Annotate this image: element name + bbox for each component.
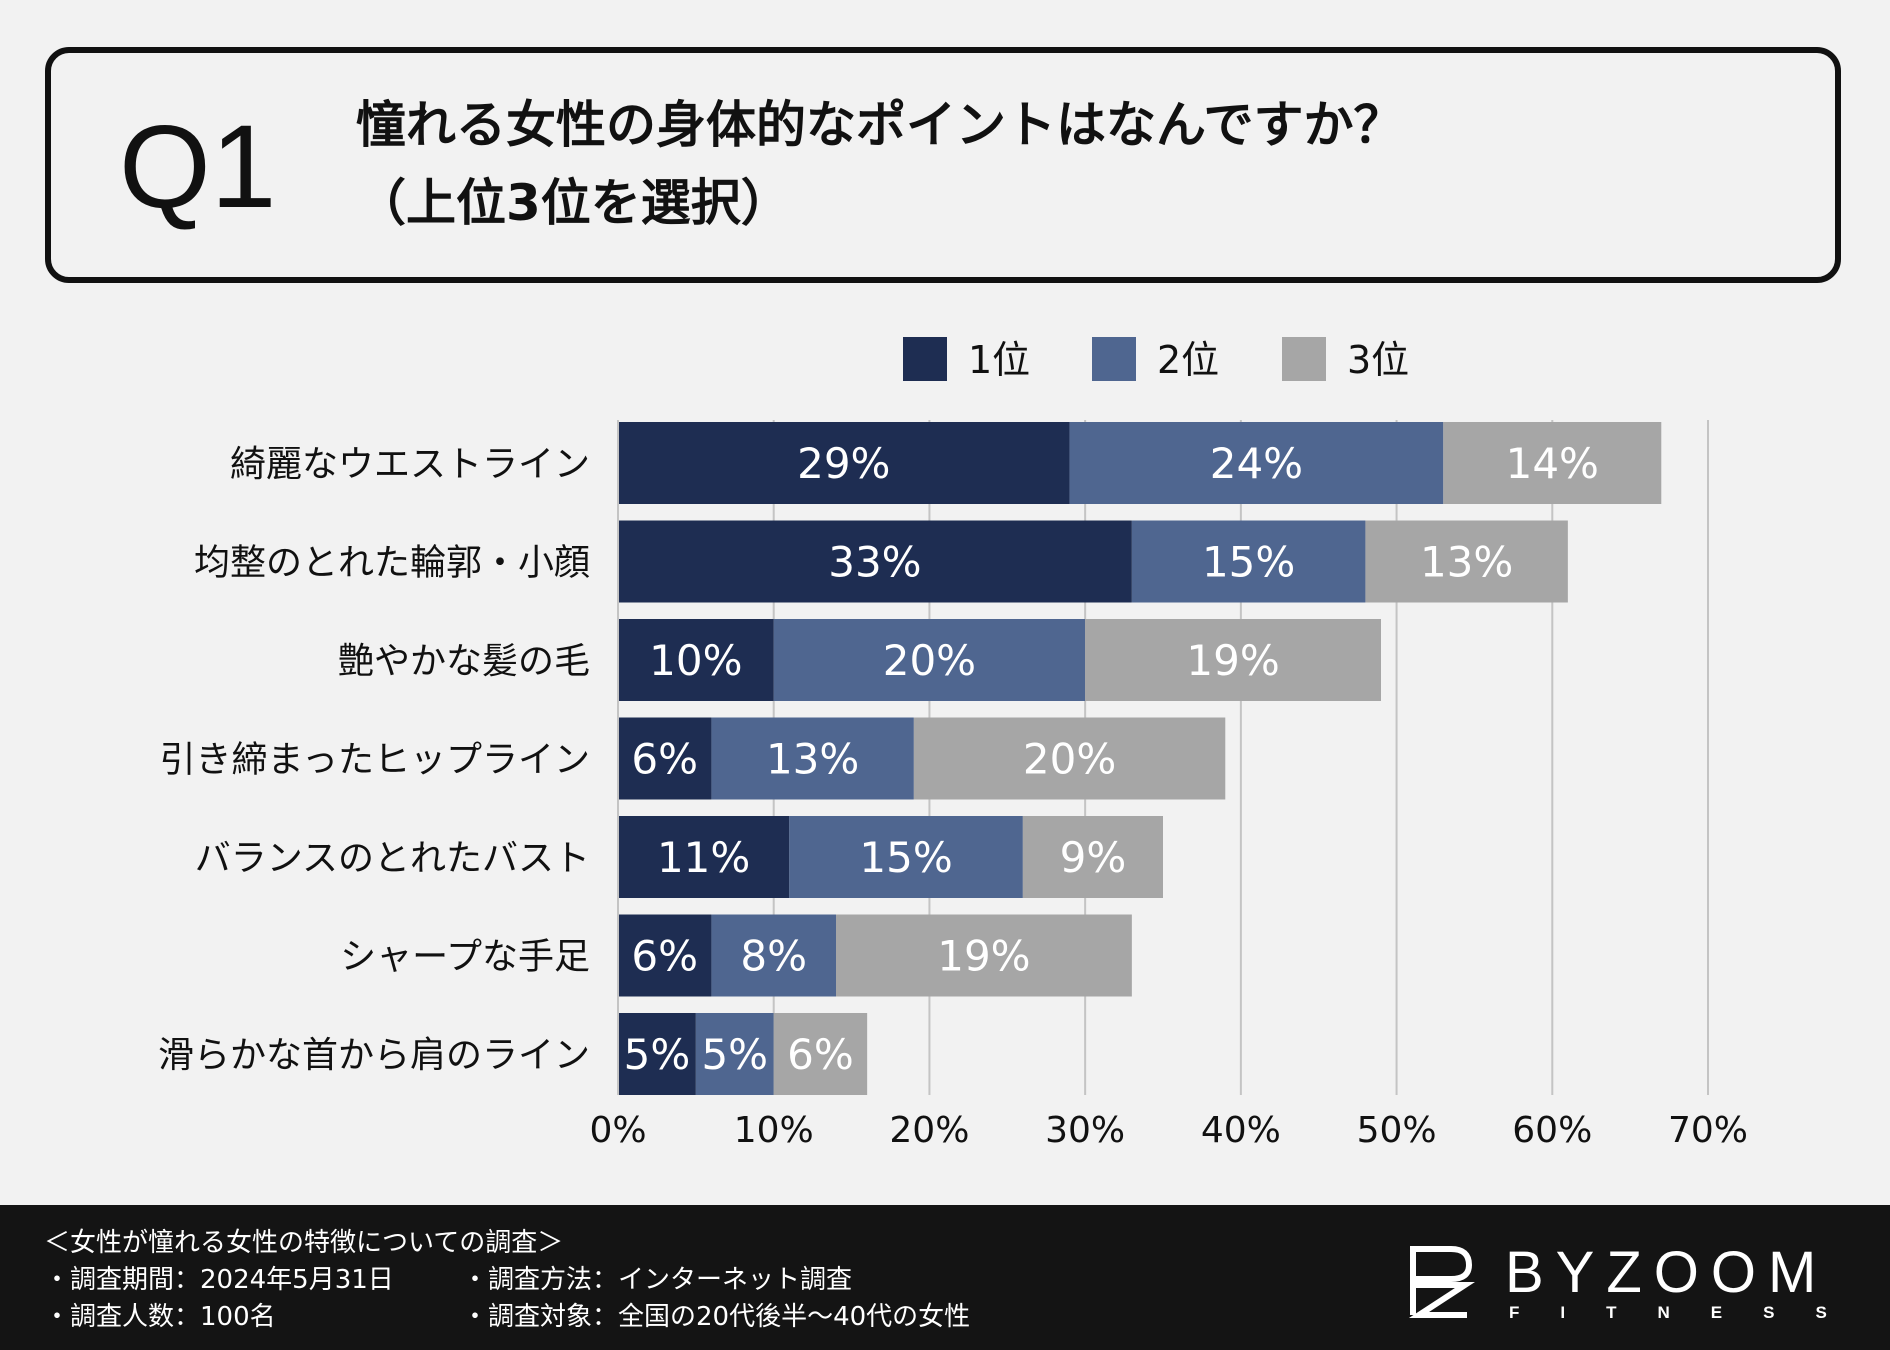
data-label: 13% xyxy=(1420,538,1513,587)
x-tick-label: 60% xyxy=(1512,1110,1592,1151)
bar-segment xyxy=(1085,619,1381,701)
bar-segment xyxy=(836,914,1132,997)
bar-segment xyxy=(1069,422,1444,504)
footer: ＜女性が憧れる女性の特徴についての調査＞ ・調査期間：2024年5月31日 ・調… xyxy=(0,1205,1890,1350)
survey-period: ・調査期間：2024年5月31日 xyxy=(44,1265,394,1295)
bar-segment xyxy=(618,1013,696,1095)
question-box: Q1 憧れる女性の身体的なポイントはなんですか？ （上位3位を選択） xyxy=(45,47,1841,283)
category-label: 滑らかな首から肩のライン xyxy=(158,1035,590,1076)
bar-segment xyxy=(618,717,712,800)
data-label: 10% xyxy=(649,636,742,685)
data-label: 6% xyxy=(787,1030,854,1079)
category-label: 艶やかな髪の毛 xyxy=(338,641,590,682)
bar-segment xyxy=(711,717,914,800)
data-label: 14% xyxy=(1506,439,1599,488)
data-label: 13% xyxy=(766,735,859,784)
data-label: 9% xyxy=(1060,833,1127,882)
data-label: 5% xyxy=(701,1030,768,1079)
survey-target: ・調査対象：全国の20代後半～40代の女性 xyxy=(462,1302,971,1332)
category-label: バランスのとれたバスト xyxy=(195,838,590,879)
data-label: 29% xyxy=(797,439,890,488)
data-label: 15% xyxy=(859,833,952,882)
legend-swatch xyxy=(1282,337,1326,381)
category-label: 引き締まったヒップライン xyxy=(159,740,590,781)
x-tick-label: 0% xyxy=(589,1110,646,1151)
x-tick-label: 30% xyxy=(1045,1110,1125,1151)
x-tick-label: 50% xyxy=(1357,1110,1437,1151)
legend-swatch xyxy=(903,337,947,381)
bar-segment xyxy=(773,619,1086,701)
category-label: 綺麗なウエストライン xyxy=(230,444,590,485)
data-label: 15% xyxy=(1202,538,1295,587)
data-label: 19% xyxy=(1186,636,1279,685)
survey-count: ・調査人数：100名 xyxy=(44,1302,276,1332)
bar-segment xyxy=(789,816,1023,898)
legend-swatch xyxy=(1092,337,1136,381)
bar-segment xyxy=(1022,816,1163,898)
survey-method: ・調査方法：インターネット調査 xyxy=(462,1265,853,1295)
question-number: Q1 xyxy=(119,101,277,233)
data-label: 6% xyxy=(631,932,698,981)
question-text: 憧れる女性の身体的なポイントはなんですか？ xyxy=(356,96,1404,154)
x-tick-label: 70% xyxy=(1668,1110,1748,1151)
bar-segment xyxy=(618,619,774,701)
data-label: 8% xyxy=(740,932,807,981)
logo-mark-icon xyxy=(1408,1246,1475,1318)
data-label: 5% xyxy=(624,1030,691,1079)
bar-segment xyxy=(618,422,1070,504)
category-label: シャープな手足 xyxy=(340,937,590,978)
category-label: 均整のとれた輪郭・小顔 xyxy=(194,543,590,584)
bar-segment xyxy=(618,520,1132,603)
data-label: 6% xyxy=(631,735,698,784)
data-label: 24% xyxy=(1210,439,1303,488)
bar-segment xyxy=(1131,520,1366,603)
survey-title: ＜女性が憧れる女性の特徴についての調査＞ xyxy=(44,1228,564,1258)
logo-text: BYZOOM xyxy=(1505,1240,1829,1305)
bar-segment xyxy=(1443,422,1662,504)
data-label: 20% xyxy=(1023,735,1116,784)
bar-segment xyxy=(773,1013,868,1095)
bar-segment xyxy=(913,717,1226,800)
data-label: 11% xyxy=(657,833,750,882)
legend-label: 2位 xyxy=(1157,338,1219,382)
bar-segment xyxy=(711,914,836,997)
legend-label: 3位 xyxy=(1347,338,1409,382)
x-tick-label: 20% xyxy=(889,1110,969,1151)
data-label: 20% xyxy=(883,636,976,685)
bar-segment xyxy=(1365,520,1568,603)
question-subtext: （上位3位を選択） xyxy=(356,174,791,232)
bar-segment xyxy=(618,914,712,997)
data-label: 19% xyxy=(937,932,1030,981)
logo-subtext: FITNESS xyxy=(1509,1303,1868,1322)
byzoom-logo: BYZOOM FITNESS xyxy=(1405,1243,1855,1323)
legend-label: 1位 xyxy=(968,338,1030,382)
x-tick-label: 40% xyxy=(1201,1110,1281,1151)
bar-segment xyxy=(695,1013,774,1095)
data-label: 33% xyxy=(828,538,921,587)
x-tick-label: 10% xyxy=(734,1110,814,1151)
bar-segment xyxy=(618,816,790,898)
